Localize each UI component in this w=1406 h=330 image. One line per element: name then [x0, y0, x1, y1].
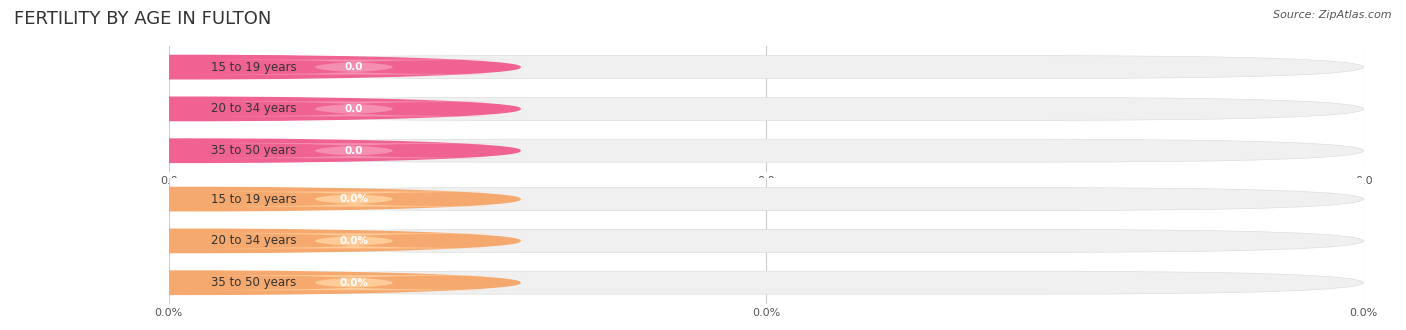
FancyBboxPatch shape: [177, 192, 530, 207]
Text: 0.0: 0.0: [344, 104, 363, 114]
FancyBboxPatch shape: [169, 271, 1364, 294]
FancyBboxPatch shape: [177, 101, 530, 116]
FancyBboxPatch shape: [177, 233, 530, 248]
Text: 0.0: 0.0: [344, 62, 363, 72]
FancyBboxPatch shape: [177, 275, 530, 290]
FancyBboxPatch shape: [169, 97, 1364, 120]
Text: 0.0: 0.0: [344, 146, 363, 156]
FancyBboxPatch shape: [177, 143, 530, 158]
Circle shape: [0, 187, 520, 211]
Circle shape: [0, 97, 520, 120]
Circle shape: [0, 229, 520, 252]
Text: 35 to 50 years: 35 to 50 years: [211, 144, 295, 157]
FancyBboxPatch shape: [177, 60, 530, 75]
FancyBboxPatch shape: [169, 55, 1364, 79]
Circle shape: [0, 55, 520, 79]
Text: 20 to 34 years: 20 to 34 years: [211, 102, 297, 115]
Text: 35 to 50 years: 35 to 50 years: [211, 276, 295, 289]
Text: 15 to 19 years: 15 to 19 years: [211, 61, 297, 74]
Text: 20 to 34 years: 20 to 34 years: [211, 234, 297, 248]
Text: FERTILITY BY AGE IN FULTON: FERTILITY BY AGE IN FULTON: [14, 10, 271, 28]
Text: 15 to 19 years: 15 to 19 years: [211, 193, 297, 206]
Circle shape: [0, 271, 520, 294]
FancyBboxPatch shape: [169, 229, 1364, 252]
Text: Source: ZipAtlas.com: Source: ZipAtlas.com: [1274, 10, 1392, 20]
FancyBboxPatch shape: [169, 187, 1364, 211]
Text: 0.0%: 0.0%: [339, 278, 368, 288]
Circle shape: [0, 139, 520, 162]
Text: 0.0%: 0.0%: [339, 236, 368, 246]
FancyBboxPatch shape: [169, 139, 1364, 162]
Text: 0.0%: 0.0%: [339, 194, 368, 204]
